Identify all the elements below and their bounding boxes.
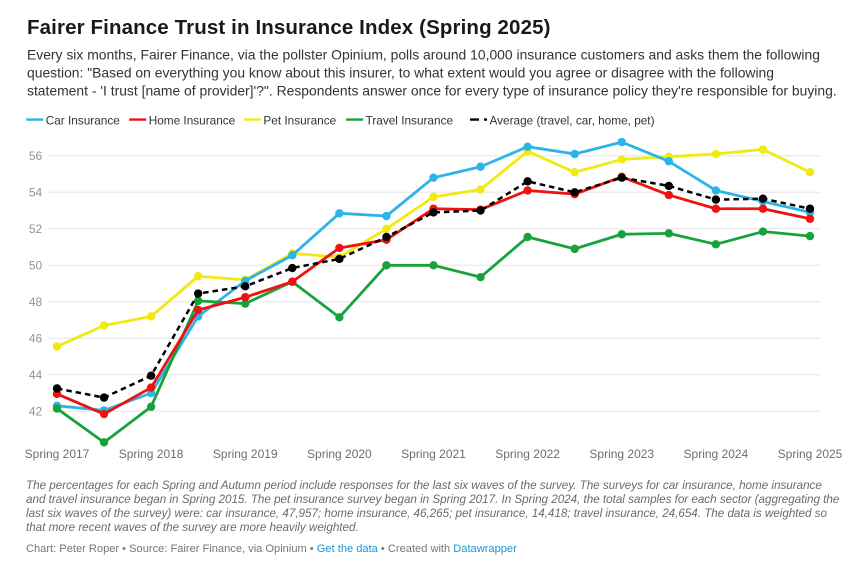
svg-text:42: 42 <box>29 405 43 419</box>
svg-text:Spring 2020: Spring 2020 <box>307 447 372 461</box>
svg-text:Spring 2017: Spring 2017 <box>25 447 90 461</box>
svg-text:that more recent waves of the: that more recent waves of the survey are… <box>26 521 359 534</box>
svg-text:Home Insurance: Home Insurance <box>149 114 236 128</box>
svg-text:Chart: Peter Roper • Source: F: Chart: Peter Roper • Source: Fairer Fina… <box>26 543 517 555</box>
svg-text:46: 46 <box>29 332 43 346</box>
svg-text:Car Insurance: Car Insurance <box>46 114 121 128</box>
svg-text:The percentages for each Sprin: The percentages for each Spring and Autu… <box>26 479 822 492</box>
svg-text:Travel Insurance: Travel Insurance <box>366 114 454 128</box>
svg-text:Spring 2024: Spring 2024 <box>684 447 749 461</box>
svg-text:Spring 2023: Spring 2023 <box>589 447 654 461</box>
svg-text:56: 56 <box>29 149 43 163</box>
svg-text:52: 52 <box>29 222 43 236</box>
svg-text:Spring 2025: Spring 2025 <box>778 447 843 461</box>
svg-text:and travel insurance began in: and travel insurance began in Spring 201… <box>26 493 840 506</box>
svg-text:Spring 2021: Spring 2021 <box>401 447 466 461</box>
svg-text:50: 50 <box>29 259 43 273</box>
svg-text:48: 48 <box>29 295 43 309</box>
svg-text:Fairer Finance Trust in Insura: Fairer Finance Trust in Insurance Index … <box>27 16 551 39</box>
svg-text:Pet Insurance: Pet Insurance <box>263 114 336 128</box>
svg-text:Spring 2018: Spring 2018 <box>119 447 184 461</box>
svg-text:statement - 'I trust [name of: statement - 'I trust [name of provider]'… <box>27 83 837 99</box>
svg-text:last six waves of the survey): last six waves of the survey) were: car … <box>26 507 827 520</box>
svg-text:Every six months, Fairer Finan: Every six months, Fairer Finance, via th… <box>27 47 820 63</box>
svg-text:44: 44 <box>29 368 43 382</box>
svg-text:Spring 2022: Spring 2022 <box>495 447 560 461</box>
svg-text:question: "Based on everything: question: "Based on everything you know … <box>27 65 774 81</box>
svg-text:54: 54 <box>29 186 43 200</box>
svg-text:Average (travel, car, home, pe: Average (travel, car, home, pet) <box>490 114 655 128</box>
svg-text:Spring 2019: Spring 2019 <box>213 447 278 461</box>
